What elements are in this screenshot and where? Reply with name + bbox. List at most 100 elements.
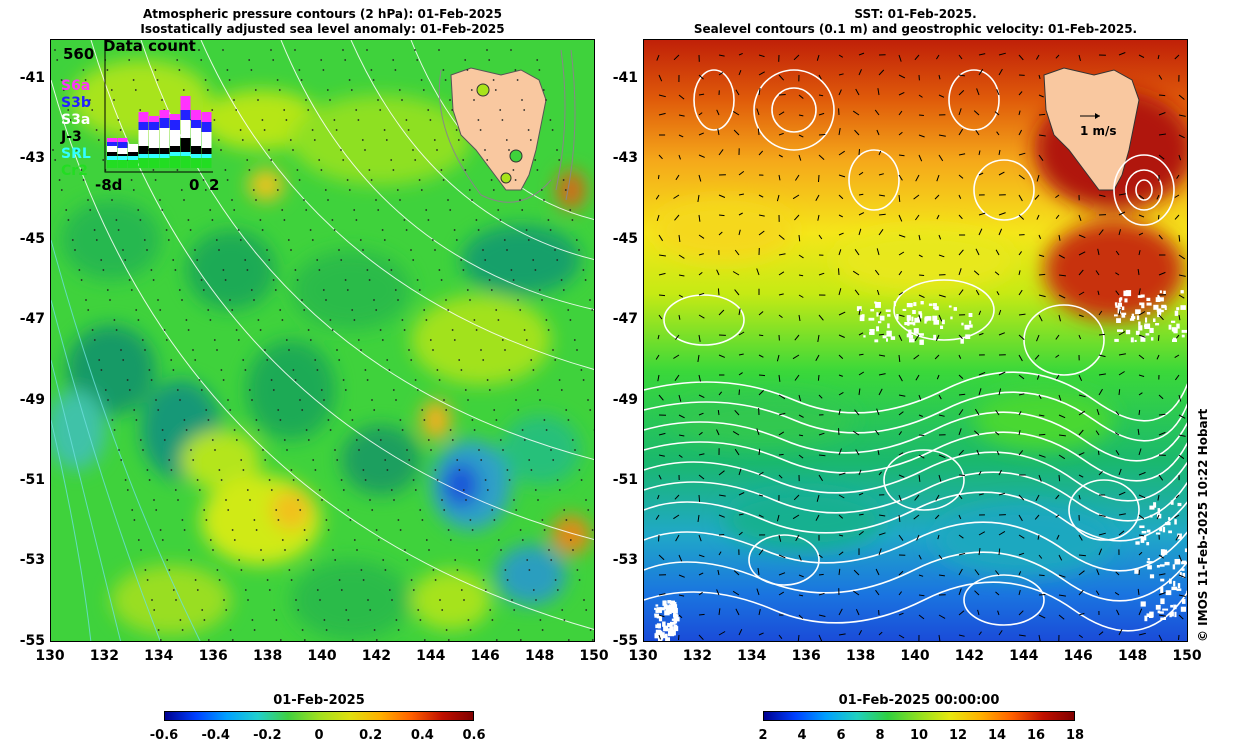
velocity-vector (1158, 94, 1166, 97)
track-dot (325, 299, 327, 301)
velocity-vector (876, 248, 880, 256)
velocity-vector (1055, 214, 1060, 220)
cloud-pixel (1157, 513, 1162, 519)
cloud-pixel (1140, 336, 1146, 342)
track-dot (268, 479, 271, 481)
track-dot (332, 549, 334, 551)
velocity-vector (778, 314, 783, 319)
velocity-vector (1138, 214, 1145, 218)
track-dot (106, 289, 109, 291)
cloud-pixel (1146, 297, 1151, 301)
track-dot (259, 329, 262, 331)
velocity-vector (1058, 574, 1066, 578)
velocity-vector (878, 194, 885, 197)
cloud-pixel (1173, 580, 1176, 587)
track-dot (338, 579, 341, 581)
track-dot (146, 249, 148, 251)
velocity-vector (838, 311, 846, 316)
track-dot (251, 399, 253, 401)
track-dot (109, 299, 111, 301)
track-dot (323, 399, 325, 401)
track-dot (181, 299, 183, 301)
velocity-vector (658, 432, 666, 436)
track-dot (505, 139, 508, 141)
track-dot (318, 159, 321, 161)
velocity-vector (678, 454, 683, 458)
track-dot (257, 319, 260, 321)
colorbar-tick-label: 14 (987, 728, 1007, 743)
velocity-vector (678, 294, 684, 298)
track-dot (458, 469, 461, 471)
velocity-vector (717, 288, 720, 296)
inset-bar-segment (117, 138, 128, 142)
track-dot (419, 509, 422, 511)
track-dot (367, 599, 369, 601)
velocity-vector (1178, 94, 1185, 100)
velocity-vector (1137, 428, 1140, 436)
cloud-pixel (1177, 502, 1182, 507)
velocity-vector (978, 470, 982, 476)
track-dot (65, 209, 68, 211)
sea-level-anomaly-map[interactable]: 560 Data count S6a S3b S3a J-3 SRL Cr2 -… (50, 39, 595, 642)
track-dot (177, 499, 179, 501)
track-dot (224, 169, 227, 171)
velocity-vector (1078, 251, 1086, 256)
track-dot (486, 489, 489, 491)
cloud-pixel (1121, 312, 1127, 315)
track-dot (536, 59, 539, 61)
track-dot (140, 549, 142, 551)
inset-bar-segment (191, 146, 201, 154)
track-dot (416, 279, 419, 281)
track-dot (512, 279, 515, 281)
track-dot (296, 169, 299, 171)
track-dot (320, 169, 323, 171)
track-dot (122, 359, 125, 361)
track-dot (95, 129, 98, 131)
velocity-vector (818, 314, 824, 321)
track-dot (414, 379, 417, 381)
cloud-pixel (912, 310, 916, 314)
velocity-vector (978, 310, 982, 316)
velocity-vector (1118, 371, 1125, 376)
track-dot (159, 199, 161, 201)
track-dot (405, 119, 408, 121)
track-dot (298, 179, 301, 181)
velocity-vector (1018, 589, 1021, 596)
cloud-pixel (1181, 334, 1185, 338)
track-dot (255, 529, 258, 531)
track-dot (259, 219, 262, 221)
track-dot (445, 629, 448, 631)
track-dot (318, 489, 321, 491)
velocity-vector (1158, 474, 1164, 481)
velocity-vector (978, 332, 984, 336)
y-tick-label: -49 (19, 391, 45, 408)
velocity-vector (898, 174, 903, 181)
cloud-pixel (1174, 519, 1177, 525)
track-dot (442, 69, 445, 71)
velocity-vector (1138, 232, 1144, 236)
track-dot (362, 469, 365, 471)
track-dot (414, 159, 417, 161)
track-dot (338, 249, 340, 251)
track-dot (362, 249, 364, 251)
track-dot (514, 69, 517, 71)
sst-map[interactable]: 1 m/s (643, 39, 1188, 642)
track-dot (344, 59, 347, 61)
cloud-pixel (1140, 601, 1146, 607)
cloud-pixel (1153, 304, 1159, 310)
velocity-vector (958, 108, 962, 116)
track-dot (342, 159, 345, 161)
cloud-pixel (1118, 298, 1122, 303)
x-tick-label: 142 (954, 648, 984, 664)
track-dot (423, 639, 426, 641)
track-dot (571, 219, 574, 221)
inset-bar-segment (117, 160, 128, 168)
velocity-vector (1078, 429, 1084, 436)
inset-bar-segment (191, 158, 201, 168)
track-dot (294, 269, 297, 271)
velocity-vector (795, 534, 800, 542)
track-dot (368, 169, 371, 171)
y-tick-label: -41 (19, 70, 45, 86)
velocity-vector (855, 608, 860, 616)
track-dot (202, 179, 205, 181)
